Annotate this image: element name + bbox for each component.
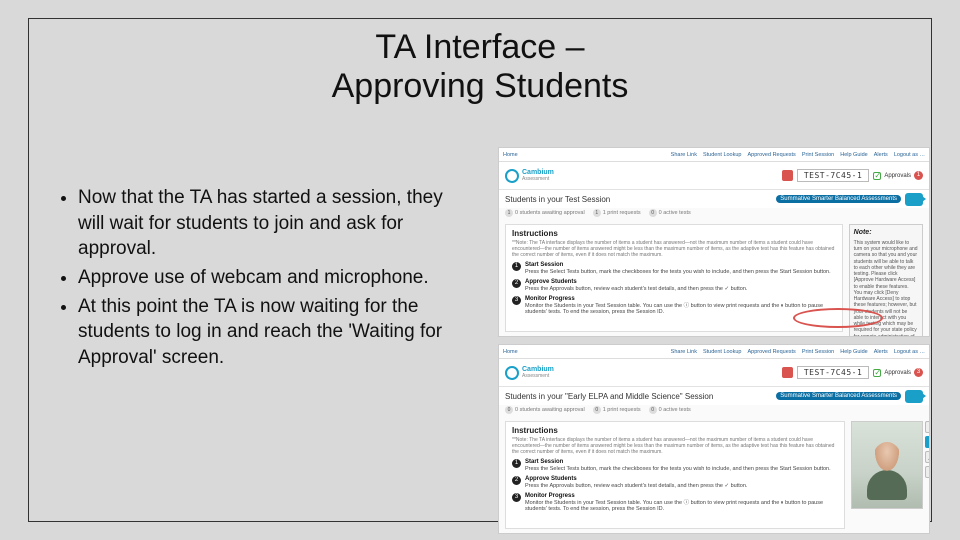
instructions-heading: Instructions — [512, 229, 836, 238]
help-link[interactable]: Help Guide — [840, 152, 868, 158]
lookup-link[interactable]: Student Lookup — [703, 152, 742, 158]
webcam-preview — [851, 421, 923, 509]
session-id-2: TEST-7C45-1 — [797, 366, 869, 379]
webcam-controls: × ▶ 🎤 ⤢ — [925, 421, 930, 478]
counts-bar-2: 00 students awaiting approval 01 print r… — [499, 405, 929, 415]
help-link-2[interactable]: Help Guide — [840, 349, 868, 355]
mic-icon[interactable]: 🎤 — [925, 451, 930, 463]
app-header-2: Cambium Assessment TEST-7C45-1 Approvals… — [499, 359, 929, 387]
count-awaiting-2: 0 students awaiting approval — [515, 407, 585, 413]
logo-2: Cambium Assessment — [505, 366, 554, 380]
stop-session-button-2[interactable] — [782, 367, 793, 378]
bullet-3: At this point the TA is now waiting for … — [78, 294, 453, 371]
instructions-note-2: **Note: The TA interface displays the nu… — [512, 437, 838, 455]
count-active-2: 0 active tests — [659, 407, 691, 413]
logo-name: Cambium — [522, 169, 554, 176]
step-1-num: 1 — [512, 262, 521, 271]
print-link[interactable]: Print Session — [802, 152, 834, 158]
approvals-count-2: 3 — [914, 368, 923, 377]
title-line-1: TA Interface – — [375, 28, 584, 66]
count-awaiting: 10 students awaiting approval — [505, 209, 585, 217]
alerts-link[interactable]: Alerts — [874, 152, 888, 158]
logo-icon-2 — [505, 366, 519, 380]
logo: Cambium Assessment — [505, 169, 554, 183]
camera-icon[interactable] — [905, 193, 923, 206]
check-icon-2 — [873, 369, 881, 377]
students-title: Students in your Test Session — [505, 195, 610, 204]
session-id: TEST-7C45-1 — [797, 169, 869, 182]
camera-icon-2[interactable] — [905, 390, 923, 403]
slide-title: TA Interface – Approving Students — [0, 28, 960, 106]
expand-icon[interactable]: ⤢ — [925, 466, 930, 478]
approved-link-2[interactable]: Approved Requests — [748, 349, 796, 355]
step-3-num: 3 — [512, 296, 521, 305]
home-link[interactable]: Home — [503, 152, 518, 158]
step-3-text: Monitor the Students in your Test Sessio… — [525, 303, 823, 316]
home-link-2[interactable]: Home — [503, 349, 518, 355]
app-topbar: Home Share Link Student Lookup Approved … — [499, 148, 929, 162]
logout-link-2[interactable]: Logout as … — [894, 349, 925, 355]
instructions-panel-2: Instructions **Note: The TA interface di… — [505, 421, 845, 529]
share-link[interactable]: Share Link — [671, 152, 697, 158]
step-1-text: Press the Select Tests button, mark the … — [525, 269, 831, 275]
filter-pill-2[interactable]: Summative Smarter Balanced Assessments — [776, 392, 901, 400]
logo-icon — [505, 169, 519, 183]
screenshot-top: Home Share Link Student Lookup Approved … — [498, 147, 930, 337]
instructions-heading-2: Instructions — [512, 426, 838, 435]
share-link-2[interactable]: Share Link — [671, 349, 697, 355]
logout-link[interactable]: Logout as … — [894, 152, 925, 158]
shot-body-2: Instructions **Note: The TA interface di… — [499, 415, 929, 534]
step-3-title: Monitor Progress — [525, 296, 836, 303]
logo-sub: Assessment — [522, 176, 554, 182]
webcam-wrapper: × ▶ 🎤 ⤢ — [851, 421, 923, 529]
highlight-oval — [793, 308, 883, 328]
app-header: Cambium Assessment TEST-7C45-1 Approvals… — [499, 162, 929, 190]
approvals-badge-2[interactable]: Approvals 3 — [873, 368, 923, 377]
approved-link[interactable]: Approved Requests — [748, 152, 796, 158]
approvals-badge[interactable]: Approvals 1 — [873, 171, 923, 180]
count-active: 00 active tests — [649, 209, 691, 217]
students-bar-2: Students in your "Early ELPA and Middle … — [499, 387, 929, 405]
step-2-text: Press the Approvals button, review each … — [525, 286, 747, 292]
app-topbar-2: Home Share Link Student Lookup Approved … — [499, 345, 929, 359]
approvals-label: Approvals — [884, 173, 911, 179]
close-icon[interactable]: × — [925, 421, 930, 433]
logo-name-2: Cambium — [522, 366, 554, 373]
title-line-2: Approving Students — [332, 67, 629, 105]
check-icon — [873, 172, 881, 180]
bullet-2: Approve use of webcam and microphone. — [78, 265, 453, 291]
logo-sub-2: Assessment — [522, 373, 554, 379]
screenshot-bottom: Home Share Link Student Lookup Approved … — [498, 344, 930, 534]
step-1-title: Start Session — [525, 262, 831, 269]
count-print-2: 1 print requests — [603, 407, 641, 413]
instructions-panel: Instructions **Note: The TA interface di… — [505, 224, 843, 332]
session-box-2: TEST-7C45-1 Approvals 3 — [782, 366, 923, 379]
session-box: TEST-7C45-1 Approvals 1 — [782, 169, 923, 182]
bullet-1: Now that the TA has started a session, t… — [78, 185, 453, 262]
bullet-list: Now that the TA has started a session, t… — [58, 185, 453, 373]
what-link-2[interactable]: Print Session — [802, 349, 834, 355]
alerts-link-2[interactable]: Alerts — [874, 349, 888, 355]
note-title: Note: — [854, 229, 918, 238]
approvals-label-2: Approvals — [884, 370, 911, 376]
filter-pill[interactable]: Summative Smarter Balanced Assessments — [776, 195, 901, 203]
step-2-title: Approve Students — [525, 279, 747, 286]
instructions-note: **Note: The TA interface displays the nu… — [512, 240, 836, 258]
step-2-num: 2 — [512, 279, 521, 288]
video-icon[interactable]: ▶ — [925, 436, 930, 448]
approvals-count: 1 — [914, 171, 923, 180]
count-print: 11 print requests — [593, 209, 641, 217]
students-title-2: Students in your "Early ELPA and Middle … — [505, 392, 713, 401]
students-bar: Students in your Test Session Summative … — [499, 190, 929, 208]
stop-session-button[interactable] — [782, 170, 793, 181]
lookup-link-2[interactable]: Student Lookup — [703, 349, 742, 355]
counts-bar: 10 students awaiting approval 11 print r… — [499, 208, 929, 218]
